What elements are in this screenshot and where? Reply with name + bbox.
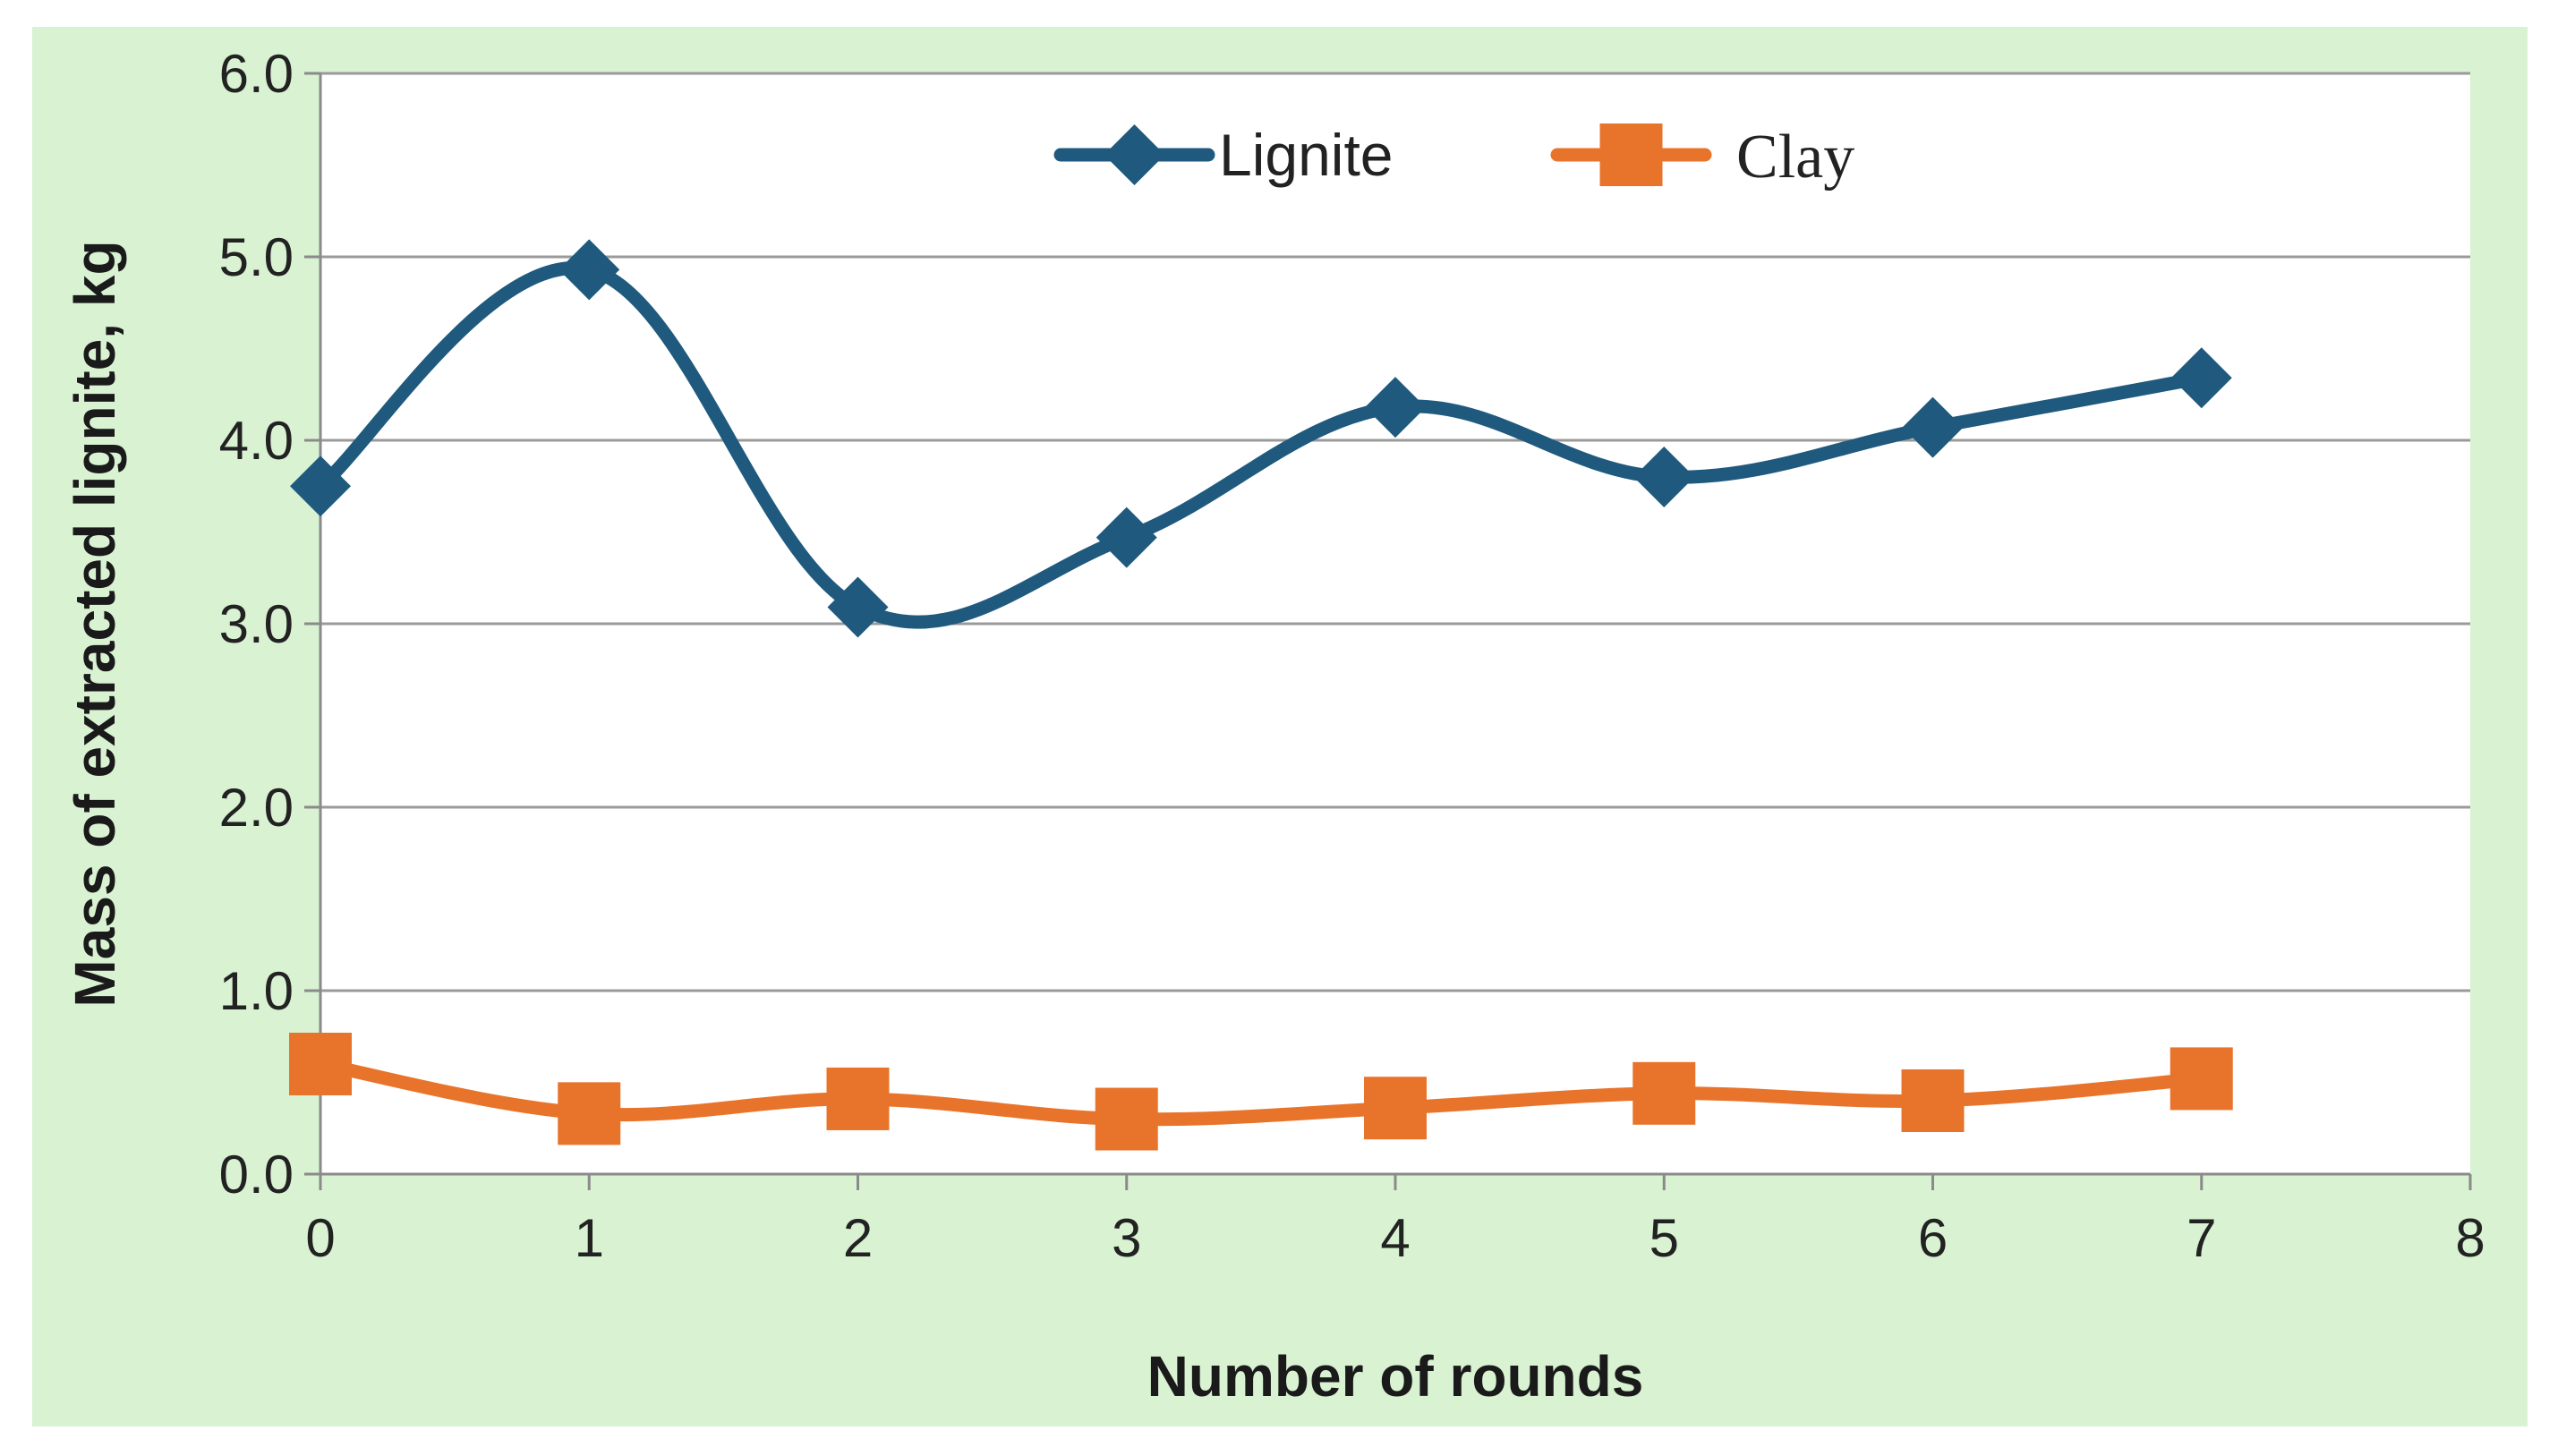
x-tick-label: 6 bbox=[1918, 1208, 1948, 1268]
data-point-lignite bbox=[1902, 396, 1964, 458]
x-tick-label: 0 bbox=[305, 1208, 335, 1268]
data-point-lignite bbox=[1633, 447, 1695, 507]
data-point-clay bbox=[2170, 1047, 2233, 1111]
y-tick-label: 1.0 bbox=[219, 961, 294, 1021]
data-point-clay bbox=[826, 1067, 890, 1130]
legend-item-lignite: Lignite bbox=[1053, 122, 1394, 188]
x-tick-label: 4 bbox=[1380, 1208, 1410, 1268]
data-point-lignite bbox=[1095, 507, 1157, 568]
data-point-lignite bbox=[2170, 347, 2232, 409]
data-point-clay bbox=[558, 1082, 621, 1145]
y-tick-label: 4.0 bbox=[219, 411, 294, 471]
data-point-clay bbox=[1901, 1069, 1965, 1132]
data-point-clay bbox=[1364, 1077, 1427, 1140]
x-tick-label: 7 bbox=[2187, 1208, 2216, 1268]
legend-marker-lignite bbox=[1104, 124, 1165, 185]
data-point-lignite bbox=[1365, 377, 1426, 439]
series-lignite bbox=[290, 239, 2232, 638]
legend: Lignite Clay bbox=[1053, 122, 1854, 192]
data-point-clay bbox=[1633, 1061, 1696, 1125]
y-tick-label: 0.0 bbox=[219, 1145, 294, 1205]
data-point-lignite bbox=[290, 456, 351, 517]
legend-label-lignite: Lignite bbox=[1219, 122, 1394, 188]
y-axis-title: Mass of extracted lignite, kg bbox=[63, 240, 127, 1007]
x-tick-label: 8 bbox=[2455, 1208, 2485, 1268]
y-tick-label: 5.0 bbox=[219, 227, 294, 287]
y-tick-label: 6.0 bbox=[219, 44, 294, 104]
gridlines bbox=[320, 72, 2470, 992]
y-tick-label: 2.0 bbox=[219, 778, 294, 838]
y-tick-label: 3.0 bbox=[219, 594, 294, 654]
x-tick-label: 3 bbox=[1112, 1208, 1141, 1268]
x-tick-label: 2 bbox=[843, 1208, 873, 1268]
x-tick-label: 1 bbox=[575, 1208, 604, 1268]
series-group bbox=[289, 239, 2233, 1151]
data-point-lignite bbox=[558, 239, 620, 301]
data-point-clay bbox=[1095, 1087, 1158, 1151]
data-point-lignite bbox=[827, 576, 889, 638]
legend-item-clay: Clay bbox=[1550, 123, 1854, 192]
x-tick-label: 5 bbox=[1650, 1208, 1679, 1268]
series-line-clay bbox=[313, 1057, 2209, 1127]
data-point-clay bbox=[289, 1033, 352, 1095]
axes: 0.0 1.0 2.0 3.0 4.0 5.0 6.0 0 1 2 3 4 5 6 7 8 bbox=[219, 44, 2485, 1268]
legend-marker-clay bbox=[1599, 123, 1663, 186]
legend-label-clay: Clay bbox=[1736, 123, 1854, 192]
x-axis-title: Number of rounds bbox=[1147, 1344, 1644, 1409]
series-clay bbox=[289, 1033, 2233, 1151]
